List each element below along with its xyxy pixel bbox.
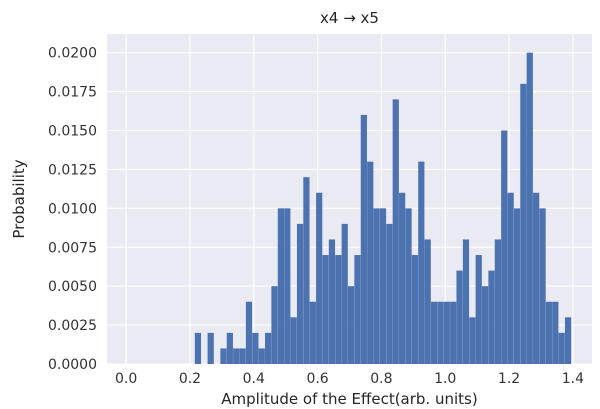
y-tick-label: 0.0125	[48, 162, 97, 178]
histogram-bar	[233, 348, 240, 364]
histogram-bar	[533, 192, 540, 364]
histogram-bar	[494, 239, 501, 364]
histogram-bar	[354, 255, 361, 364]
histogram-bar	[424, 239, 431, 364]
y-axis-ticks: 0.0000 0.0025 0.0050 0.0075 0.0100 0.0125 0.01…	[48, 46, 97, 373]
histogram-bar	[430, 301, 438, 364]
histogram-bar	[437, 301, 444, 364]
x-tick-label: 1.0	[434, 371, 456, 387]
histogram-bar	[520, 83, 527, 365]
x-tick-label: 1.4	[562, 371, 584, 387]
histogram-bar	[513, 208, 521, 364]
x-tick-label: 0.6	[306, 371, 328, 387]
histogram-bar	[271, 286, 278, 364]
histogram-bar	[265, 332, 272, 364]
histogram-bar	[373, 208, 380, 364]
histogram-bar	[252, 332, 259, 364]
histogram-bar	[226, 332, 233, 364]
histogram-bar	[462, 239, 470, 364]
chart-title: x4 → x5	[320, 9, 379, 27]
x-tick-label: 0.8	[370, 371, 392, 387]
histogram-bar	[443, 301, 450, 364]
histogram-bar	[322, 255, 329, 364]
y-tick-label: 0.0150	[48, 124, 97, 140]
x-tick-label: 0.4	[243, 371, 265, 387]
histogram-bar	[360, 114, 367, 365]
histogram-bar	[309, 301, 316, 364]
histogram-bar	[347, 286, 355, 364]
histogram-bar	[303, 177, 310, 364]
histogram-bar	[405, 208, 412, 364]
histogram-bar	[507, 192, 514, 364]
histogram-bar	[526, 52, 533, 364]
histogram-bar	[296, 223, 304, 364]
histogram-bar	[418, 161, 425, 364]
histogram-bar	[245, 301, 253, 364]
x-tick-label: 0.2	[179, 371, 201, 387]
x-tick-label: 0.0	[115, 371, 137, 387]
histogram-bar	[335, 255, 342, 364]
histogram-bar	[411, 255, 419, 364]
histogram-bar	[316, 192, 323, 364]
histogram-bar	[545, 301, 553, 364]
histogram-bar	[501, 130, 508, 364]
histogram-bar	[277, 208, 285, 364]
histogram-bar	[564, 317, 572, 364]
y-tick-label: 0.0075	[48, 240, 97, 256]
histogram-bar	[341, 223, 348, 364]
histogram-bar	[284, 208, 291, 364]
y-tick-label: 0.0200	[48, 46, 97, 62]
histogram-bar	[539, 208, 546, 364]
histogram-bar	[258, 348, 265, 364]
histogram-bar	[475, 255, 482, 364]
x-axis-label: Amplitude of the Effect(arb. units)	[221, 390, 477, 408]
histogram-bar	[469, 317, 476, 364]
histogram-bar	[552, 301, 559, 364]
x-axis-ticks: 0.0 0.2 0.4 0.6 0.8 1.0 1.2 1.4	[115, 371, 584, 387]
histogram-bar	[392, 99, 399, 365]
histogram-bar	[239, 348, 246, 364]
histogram-bar	[558, 332, 565, 364]
histogram-bar	[207, 332, 214, 364]
bars	[194, 52, 572, 365]
histogram-bar	[220, 348, 227, 364]
histogram-bar	[379, 208, 387, 364]
x-tick-label: 1.2	[498, 371, 520, 387]
histogram-bar	[488, 270, 495, 364]
histogram-bar	[328, 239, 336, 364]
histogram-bar	[290, 317, 297, 364]
y-axis-label: Probability	[10, 159, 28, 238]
histogram-bar	[481, 286, 489, 364]
histogram-bar	[450, 301, 457, 364]
y-tick-label: 0.0025	[48, 318, 97, 334]
histogram-bar	[194, 332, 202, 364]
histogram-bar	[399, 192, 406, 364]
histogram-bar	[386, 223, 393, 364]
y-tick-label: 0.0000	[48, 357, 97, 373]
histogram-bar	[456, 270, 463, 364]
y-tick-label: 0.0175	[48, 85, 97, 101]
histogram-bar	[367, 161, 374, 364]
y-tick-label: 0.0100	[48, 201, 97, 217]
y-tick-label: 0.0050	[48, 279, 97, 295]
